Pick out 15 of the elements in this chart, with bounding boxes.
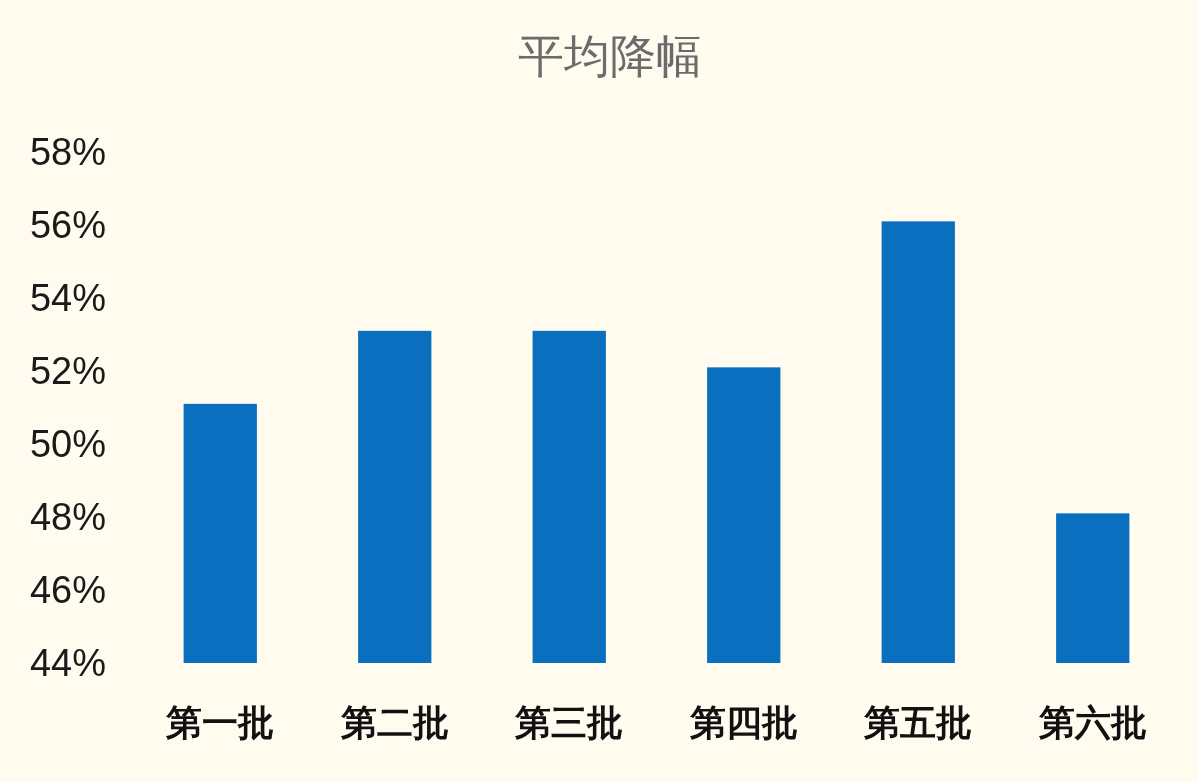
y-tick-label: 50% xyxy=(29,423,107,465)
x-tick-label: 第五批 xyxy=(863,701,973,743)
x-tick-label: 第三批 xyxy=(514,701,624,743)
y-tick-label: 56% xyxy=(29,204,107,246)
y-tick-label: 54% xyxy=(29,277,107,319)
y-tick-label: 58% xyxy=(29,131,107,173)
x-tick-label: 第六批 xyxy=(1037,701,1147,743)
x-tick-label: 第一批 xyxy=(165,701,275,743)
x-tick-label: 第二批 xyxy=(339,701,449,743)
chart-title: 平均降幅 xyxy=(518,29,702,83)
x-tick-label: 第四批 xyxy=(688,701,798,743)
y-tick-label: 46% xyxy=(29,569,107,611)
y-tick-label: 48% xyxy=(29,496,107,538)
y-tick-label: 44% xyxy=(29,642,107,684)
y-tick-label: 52% xyxy=(29,350,107,392)
